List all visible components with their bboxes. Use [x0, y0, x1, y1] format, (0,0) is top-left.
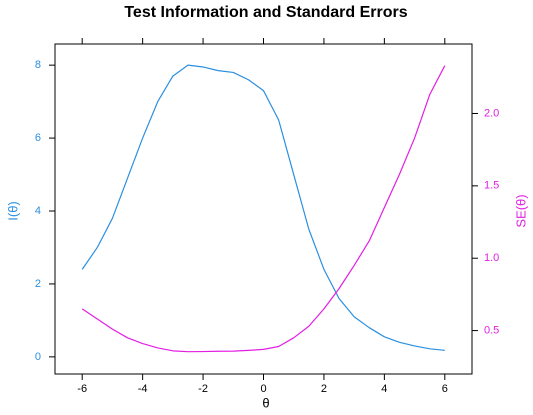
y-tick-label: 2: [35, 278, 41, 290]
y-axis-label: I(θ): [5, 201, 20, 221]
y-tick-label: 4: [35, 205, 41, 217]
x-tick-label: 6: [442, 383, 448, 395]
y2-tick-label: 0.5: [484, 324, 499, 336]
y2-tick-label: 1.5: [484, 180, 499, 192]
chart-title: Test Information and Standard Errors: [124, 4, 407, 21]
x-tick-label: 4: [381, 383, 387, 395]
line-series: [81, 64, 445, 351]
plot-frame: [54, 43, 473, 375]
x-tick-label: -6: [77, 383, 87, 395]
x-tick-label: 2: [321, 383, 327, 395]
y-tick-label: 0: [35, 351, 41, 363]
y2-tick-label: 1.0: [484, 252, 499, 264]
x-axis-label: θ: [262, 395, 269, 410]
x-tick-label: 0: [260, 383, 266, 395]
y2-tick-label: 2.0: [484, 107, 499, 119]
y-tick-label: 6: [35, 132, 41, 144]
line-series: [81, 65, 446, 353]
y-tick-label: 8: [35, 59, 41, 71]
x-tick-label: -4: [138, 383, 148, 395]
x-tick-label: -2: [198, 383, 208, 395]
y2-axis-label: SE(θ): [513, 194, 528, 227]
